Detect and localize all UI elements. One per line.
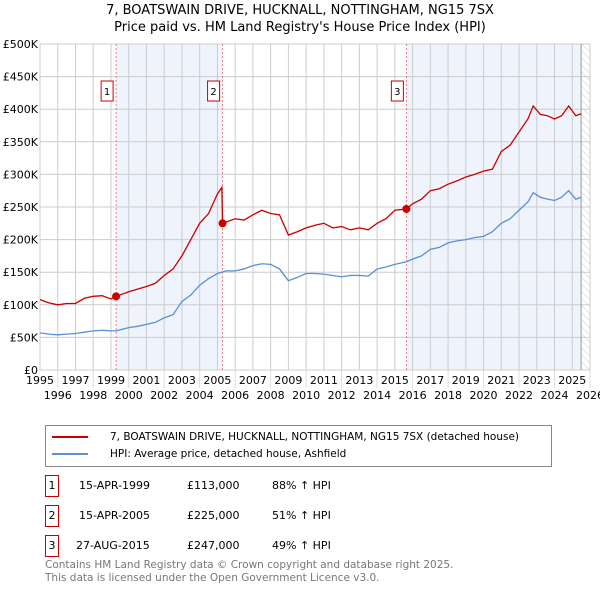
x-tick-label: 2006 — [221, 389, 249, 402]
x-tick-label: 1998 — [79, 389, 107, 402]
y-tick-label: £200K — [3, 234, 39, 247]
sale-point — [402, 204, 411, 213]
x-tick-label: 2003 — [168, 374, 196, 387]
sale-marker-label: 2 — [45, 505, 59, 527]
x-tick-label: 2010 — [292, 389, 320, 402]
x-tick-label: 2025 — [558, 374, 586, 387]
x-tick-label: 2015 — [381, 374, 409, 387]
sale-date: 15-APR-1999 — [79, 479, 151, 492]
sale-price: £247,000 — [187, 539, 240, 552]
legend-label: HPI: Average price, detached house, Ashf… — [110, 448, 347, 460]
x-tick-label: 2008 — [257, 389, 285, 402]
footer: Contains HM Land Registry data © Crown c… — [45, 559, 453, 585]
legend-label: 7, BOATSWAIN DRIVE, HUCKNALL, NOTTINGHAM… — [110, 431, 520, 443]
x-tick-label: 2018 — [434, 389, 462, 402]
x-tick-label: 2017 — [416, 374, 444, 387]
y-tick-label: £0 — [24, 364, 38, 377]
x-tick-label: 2016 — [399, 389, 427, 402]
footer-line: This data is licensed under the Open Gov… — [45, 572, 380, 584]
x-tick-label: 2012 — [328, 389, 356, 402]
footer-line: Contains HM Land Registry data © Crown c… — [45, 559, 454, 571]
y-tick-label: £400K — [3, 103, 39, 116]
x-tick-label: 2023 — [523, 374, 551, 387]
x-tick-label: 2002 — [150, 389, 178, 402]
y-tick-label: £150K — [3, 266, 39, 279]
legend-item-hpi: HPI: Average price, detached house, Ashf… — [52, 446, 346, 462]
sale-price: £113,000 — [187, 479, 240, 492]
price-chart: 1995 1996 1997 1998 1999 2000 2001 2002 2003 2004… — [3, 38, 600, 402]
x-tick-label: 2022 — [505, 389, 533, 402]
x-tick-label: 2000 — [115, 389, 143, 402]
x-tick-label: 2011 — [310, 374, 338, 387]
x-tick-label: 2026 — [576, 389, 600, 402]
sale-price: £225,000 — [187, 509, 240, 522]
x-tick-label: 2024 — [541, 389, 569, 402]
legend-item-property: 7, BOATSWAIN DRIVE, HUCKNALL, NOTTINGHAM… — [52, 429, 519, 445]
sale-marker-label: 1 — [45, 475, 59, 497]
x-tick-label: 1996 — [44, 389, 72, 402]
x-tick-label: 1995 — [26, 374, 54, 387]
sale-date: 27-AUG-2015 — [76, 539, 150, 552]
x-tick-label: 1997 — [61, 374, 89, 387]
y-tick-label: £50K — [10, 331, 39, 344]
sale-hpi: 88% ↑ HPI — [272, 479, 331, 492]
x-tick-label: 2014 — [363, 389, 391, 402]
legend-swatch-blue — [52, 453, 88, 455]
sale-marker-box — [207, 80, 221, 102]
sale-point — [112, 292, 121, 301]
x-tick-label: 2020 — [470, 389, 498, 402]
sale-marker-label: 2 — [210, 87, 216, 98]
title-line: 7, BOATSWAIN DRIVE, HUCKNALL, NOTTINGHAM… — [106, 3, 494, 18]
sale-marker-label: 3 — [45, 535, 59, 557]
chart-title: 7, BOATSWAIN DRIVE, HUCKNALL, NOTTINGHAM… — [0, 2, 600, 36]
x-tick-label: 2005 — [203, 374, 231, 387]
y-tick-label: £300K — [3, 168, 39, 181]
sale-hpi: 51% ↑ HPI — [272, 509, 331, 522]
x-tick-label: 2009 — [274, 374, 302, 387]
x-tick-label: 2021 — [487, 374, 515, 387]
sale-hpi: 49% ↑ HPI — [272, 539, 331, 552]
sale-marker-label: 1 — [104, 87, 110, 98]
sale-marker-box — [390, 80, 404, 102]
y-tick-label: £350K — [3, 136, 39, 149]
y-tick-label: £500K — [3, 38, 39, 51]
sale-date: 15-APR-2005 — [79, 509, 151, 522]
y-tick-label: £250K — [3, 201, 39, 214]
subtitle-line: Price paid vs. HM Land Registry's House … — [114, 20, 486, 35]
sale-point — [218, 219, 227, 228]
y-tick-label: £450K — [3, 71, 39, 84]
x-tick-label: 2019 — [452, 374, 480, 387]
legend-swatch-red — [52, 436, 88, 438]
sale-marker-box — [100, 80, 114, 102]
x-tick-label: 2007 — [239, 374, 267, 387]
legend: 7, BOATSWAIN DRIVE, HUCKNALL, NOTTINGHAM… — [45, 425, 552, 467]
x-tick-label: 2004 — [186, 389, 214, 402]
x-tick-label: 1999 — [97, 374, 125, 387]
x-tick-label: 2013 — [345, 374, 373, 387]
y-tick-label: £100K — [3, 299, 39, 312]
x-tick-label: 2001 — [132, 374, 160, 387]
series-line — [39, 189, 582, 336]
sale-marker-label: 3 — [394, 87, 400, 98]
series-line — [39, 104, 582, 306]
